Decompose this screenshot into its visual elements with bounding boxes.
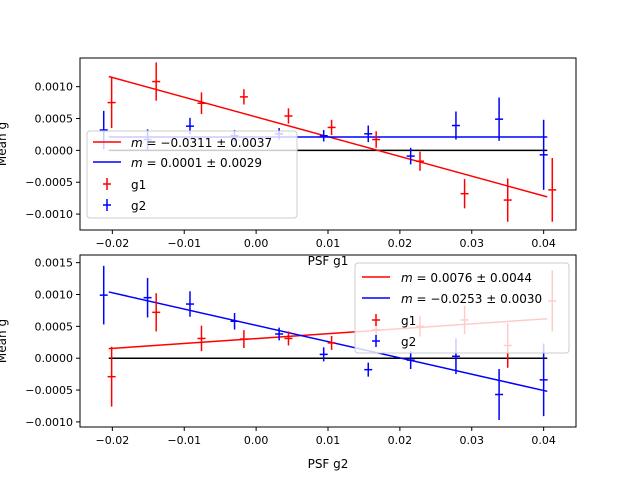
top-xtick-label-3: 0.01 bbox=[316, 237, 341, 250]
top-panel: −0.02 −0.01 0.00 0.01 0.02 0.03 0.04 −0.0010 −0… bbox=[0, 57, 577, 268]
bottom-point-g2-9 bbox=[495, 369, 504, 420]
top-point-g2-6 bbox=[364, 125, 373, 143]
bottom-fit-line-g2 bbox=[108, 291, 548, 393]
bottom-point-g2-4 bbox=[275, 327, 284, 341]
top-panel-legend: m = −0.0311 ± 0.0037 m = 0.0001 ± 0.0029… bbox=[86, 130, 298, 219]
bottom-legend-g2-marker bbox=[372, 335, 380, 347]
top-xtick-label-4: 0.02 bbox=[388, 237, 413, 250]
top-point-g1-9 bbox=[503, 178, 512, 222]
top-xtick-label-5: 0.03 bbox=[460, 237, 485, 250]
bottom-ytick-label-5: 0.0015 bbox=[35, 257, 74, 270]
bottom-point-g2-3 bbox=[230, 312, 239, 330]
bottom-xtick-label-6: 0.04 bbox=[531, 434, 556, 447]
top-xtick-label-0: −0.02 bbox=[95, 237, 129, 250]
bottom-point-g2-2 bbox=[185, 291, 194, 317]
top-point-g1-4 bbox=[284, 108, 293, 124]
top-point-g2-9 bbox=[495, 97, 504, 141]
bottom-point-g1-5 bbox=[327, 335, 336, 350]
bottom-panel-ylabel: Mean g bbox=[0, 319, 9, 363]
bottom-legend-fit-g2-m: m bbox=[401, 292, 413, 306]
bottom-legend-fit-g1-eq: = 0.0076 ± 0.0044 bbox=[413, 271, 532, 285]
bottom-point-g1-1 bbox=[152, 293, 161, 332]
top-legend-g2-marker bbox=[103, 199, 111, 211]
top-point-g1-0 bbox=[107, 77, 116, 129]
top-ytick-label-4: 0.0010 bbox=[35, 81, 74, 94]
top-legend-box bbox=[86, 130, 298, 219]
top-point-g1-7 bbox=[416, 151, 425, 171]
top-panel-xlabel: PSF g1 bbox=[308, 254, 349, 268]
top-legend-fit-g2-label: m = 0.0001 ± 0.0029 bbox=[131, 156, 262, 170]
top-xtick-label-1: −0.01 bbox=[167, 237, 201, 250]
top-legend-g2-label: g2 bbox=[131, 199, 146, 213]
top-xtick-label-6: 0.04 bbox=[531, 237, 556, 250]
bottom-legend-g2-label: g2 bbox=[401, 335, 416, 349]
bottom-legend-fit-g2-label: m = −0.0253 ± 0.0030 bbox=[401, 292, 542, 306]
top-point-g2-8 bbox=[451, 111, 460, 140]
top-legend-fit-g2-eq: = 0.0001 ± 0.0029 bbox=[143, 156, 262, 170]
top-point-g1-8 bbox=[460, 179, 469, 209]
bottom-point-g1-2 bbox=[197, 325, 206, 352]
bottom-point-g2-0 bbox=[99, 265, 108, 325]
bottom-point-g1-0 bbox=[107, 346, 116, 407]
bottom-xtick-label-5: 0.03 bbox=[460, 434, 485, 447]
top-ytick-label-0: −0.0010 bbox=[25, 208, 73, 221]
top-point-g1-3 bbox=[239, 89, 248, 105]
bottom-legend-g1-label: g1 bbox=[401, 314, 416, 328]
bottom-legend-fit-g1-m: m bbox=[401, 271, 413, 285]
top-point-g2-7 bbox=[406, 147, 415, 165]
bottom-point-g1-3 bbox=[239, 330, 248, 349]
top-xtick-label-2: 0.00 bbox=[244, 237, 269, 250]
bottom-point-g2-5 bbox=[319, 347, 328, 362]
top-point-g2-5 bbox=[319, 129, 328, 142]
bottom-panel-xlabel: PSF g2 bbox=[308, 457, 349, 471]
top-ytick-label-1: −0.0005 bbox=[25, 176, 73, 189]
bottom-xtick-label-2: 0.00 bbox=[244, 434, 269, 447]
bottom-legend-fit-g2-eq: = −0.0253 ± 0.0030 bbox=[413, 292, 542, 306]
top-legend-fit-g1-label: m = −0.0311 ± 0.0037 bbox=[131, 136, 272, 150]
bottom-ytick-label-4: 0.0010 bbox=[35, 288, 74, 301]
bottom-point-g2-6 bbox=[364, 362, 373, 377]
bottom-point-g1-4 bbox=[284, 331, 293, 346]
top-panel-ylabel: Mean g bbox=[0, 122, 9, 166]
bottom-ytick-label-3: 0.0005 bbox=[35, 320, 74, 333]
top-point-g1-10 bbox=[548, 158, 557, 222]
bottom-point-g2-1 bbox=[143, 277, 152, 318]
top-ytick-label-2: 0.0000 bbox=[35, 144, 74, 157]
top-legend-g1-label: g1 bbox=[131, 178, 146, 192]
bottom-point-g2-10 bbox=[539, 343, 548, 417]
top-legend-g1-marker bbox=[103, 178, 111, 190]
bottom-ytick-label-0: −0.0010 bbox=[25, 416, 73, 429]
bottom-xtick-label-3: 0.01 bbox=[316, 434, 341, 447]
bottom-ytick-label-1: −0.0005 bbox=[25, 384, 73, 397]
bottom-legend-g1-marker bbox=[372, 314, 380, 326]
top-legend-fit-g1-eq: = −0.0311 ± 0.0037 bbox=[143, 136, 272, 150]
top-point-g2-10 bbox=[539, 119, 548, 190]
top-point-g1-1 bbox=[152, 62, 161, 101]
top-legend-fit-g1-m: m bbox=[131, 136, 143, 150]
bottom-panel: −0.02 −0.01 0.00 0.01 0.02 0.03 0.04 −0.0010 −0… bbox=[0, 254, 577, 471]
bottom-xtick-label-0: −0.02 bbox=[95, 434, 129, 447]
bottom-legend-fit-g1-label: m = 0.0076 ± 0.0044 bbox=[401, 271, 532, 285]
bottom-point-g2-7 bbox=[406, 351, 415, 370]
bottom-panel-legend: m = 0.0076 ± 0.0044 m = −0.0253 ± 0.0030… bbox=[354, 262, 570, 354]
bottom-xtick-label-1: −0.01 bbox=[167, 434, 201, 447]
top-ytick-label-3: 0.0005 bbox=[35, 113, 74, 126]
top-point-g1-2 bbox=[197, 92, 206, 115]
top-point-g1-5 bbox=[327, 119, 336, 136]
bottom-xtick-label-4: 0.02 bbox=[388, 434, 413, 447]
top-point-g1-6 bbox=[372, 131, 381, 148]
bottom-ytick-label-2: 0.0000 bbox=[35, 352, 74, 365]
bottom-legend-box bbox=[354, 262, 570, 354]
top-legend-fit-g2-m: m bbox=[131, 156, 143, 170]
